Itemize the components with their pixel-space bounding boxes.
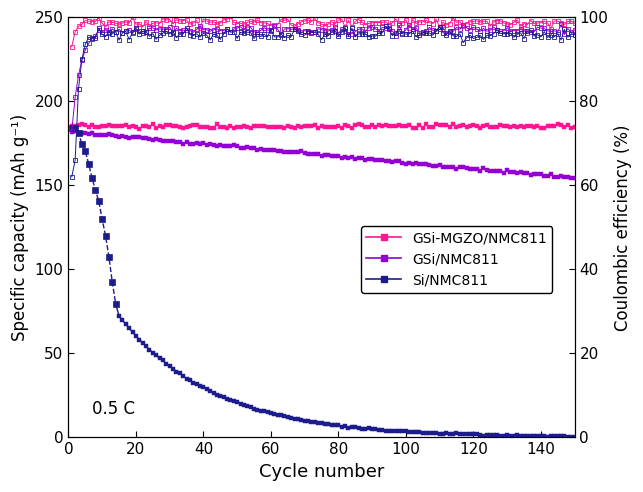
Text: 0.5 C: 0.5 C — [92, 400, 135, 418]
Y-axis label: Specific capacity (mAh g⁻¹): Specific capacity (mAh g⁻¹) — [11, 114, 29, 341]
Y-axis label: Coulombic efficiency (%): Coulombic efficiency (%) — [614, 124, 632, 331]
Legend: GSi-MGZO/NMC811, GSi/NMC811, Si/NMC811: GSi-MGZO/NMC811, GSi/NMC811, Si/NMC811 — [361, 226, 552, 293]
X-axis label: Cycle number: Cycle number — [259, 463, 384, 481]
